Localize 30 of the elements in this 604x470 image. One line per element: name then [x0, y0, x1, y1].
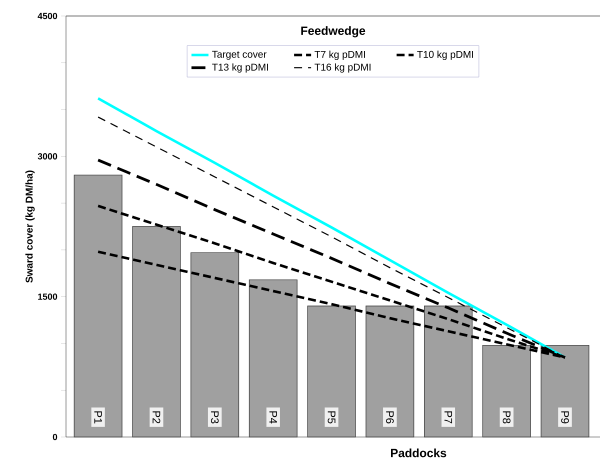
text: Feedwedge	[301, 26, 366, 38]
legend-label: T7 kg pDMI	[314, 50, 365, 60]
bar	[366, 306, 414, 438]
bar	[248, 279, 298, 438]
bar	[482, 344, 531, 438]
bar	[74, 174, 122, 438]
bar	[307, 306, 356, 438]
x-tick-label: P7	[444, 411, 452, 424]
legend-label: T16 kg pDMI	[314, 63, 370, 73]
x-tick-label: P5	[328, 411, 336, 424]
y-tick-label: 4500	[38, 12, 58, 20]
x-tick-label: P3	[210, 411, 219, 424]
bar	[540, 344, 590, 438]
y-axis-title: Sward cover (kg DM/ha)	[25, 170, 35, 283]
legend-label: T10 kg pDMI	[417, 50, 474, 60]
y-tick-label: 1500	[38, 293, 58, 300]
x-axis-title: Paddocks	[391, 448, 446, 458]
y-tick-label: 0	[52, 434, 58, 440]
legend-label: T13 kg pDMI	[212, 63, 268, 73]
x-tick-label: P4	[269, 411, 277, 424]
bar	[132, 226, 181, 438]
x-tick-label: P9	[561, 411, 569, 424]
bar	[190, 252, 240, 438]
bar	[424, 306, 473, 438]
x-tick-label: P1	[94, 411, 102, 424]
legend-label: Target cover	[212, 50, 267, 60]
x-tick-label: P6	[386, 411, 394, 424]
x-tick-label: P8	[502, 411, 510, 424]
y-tick-label: 3000	[38, 153, 58, 160]
x-tick-label: P2	[152, 411, 160, 424]
